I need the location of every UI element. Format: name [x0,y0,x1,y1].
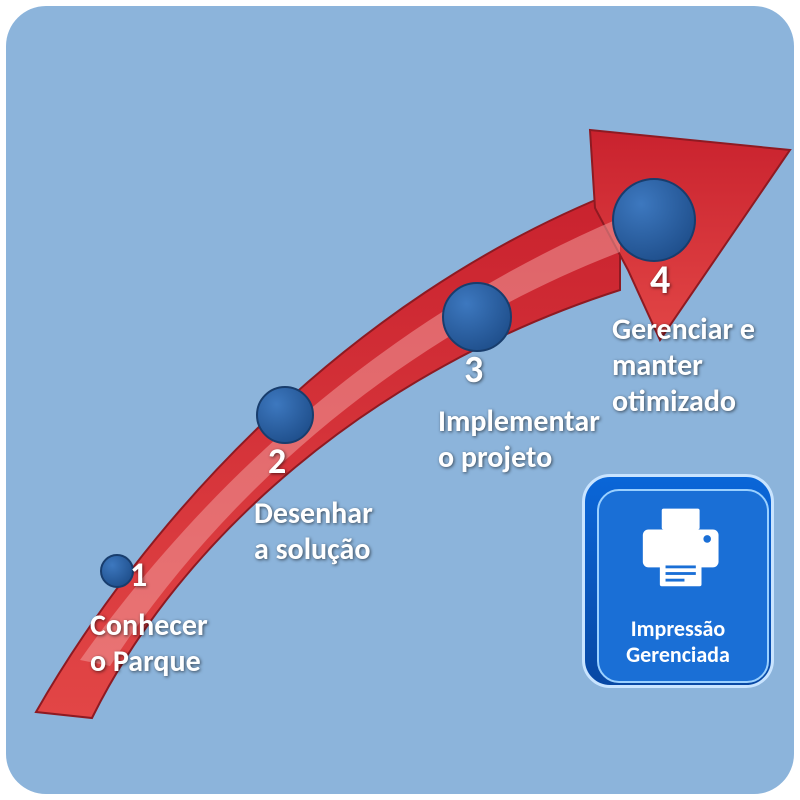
step-circle-1 [100,554,134,588]
badge-caption: ImpressãoGerenciada [585,616,771,667]
step-label-2: Desenhara solução [254,496,464,568]
step-number-4: 4 [650,256,670,304]
step-number-2: 2 [268,440,286,483]
step-label-4: Gerenciar emanterotimizado [612,312,800,420]
step-label-1: Conhecero Parque [90,608,290,680]
infographic-frame: 1Conhecero Parque2Desenhara solução3Impl… [0,0,800,800]
step-number-1: 1 [130,556,147,597]
step-circle-3 [442,282,512,352]
step-circle-2 [256,386,314,444]
printer-icon [625,503,736,598]
managed-print-badge: ImpressãoGerenciada [582,474,774,688]
step-number-3: 3 [464,348,483,394]
step-circle-4 [612,178,696,262]
